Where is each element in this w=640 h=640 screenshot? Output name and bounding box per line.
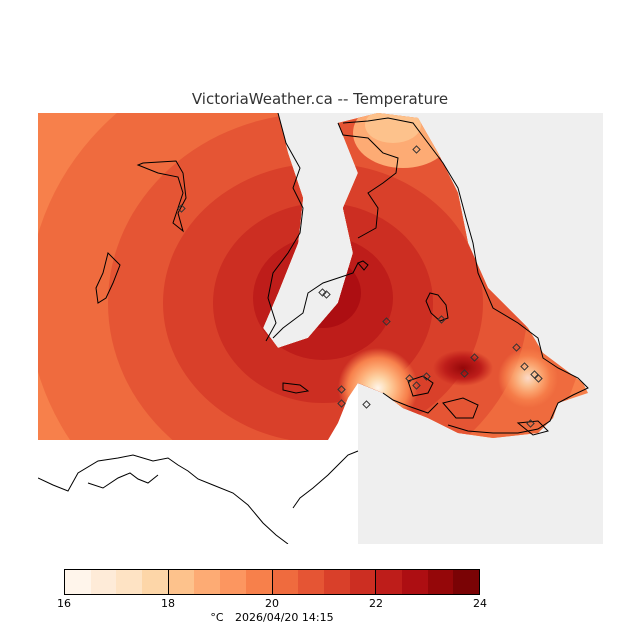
weather-stations (177, 145, 543, 428)
legend-tick-label: 18 (161, 597, 175, 610)
legend-caption: °C 2026/04/20 14:15 (0, 611, 544, 624)
legend-swatch (194, 570, 221, 594)
diamond-icon (526, 419, 535, 428)
legend-swatch (427, 570, 454, 594)
diamond-icon (322, 290, 331, 299)
legend-swatch (220, 570, 246, 594)
legend-swatch (298, 570, 324, 594)
legend-swatch (401, 570, 428, 594)
diamond-icon (422, 372, 431, 381)
coastlines (38, 113, 589, 544)
diamond-icon (470, 353, 479, 362)
diamond-icon (362, 400, 371, 409)
legend-swatch (349, 570, 376, 594)
legend-swatch (375, 570, 402, 594)
diamond-icon (337, 399, 346, 408)
map-title: VictoriaWeather.ca -- Temperature (191, 90, 449, 108)
legend-swatch (65, 570, 91, 594)
color-legend (64, 569, 480, 595)
diamond-icon (512, 343, 521, 352)
legend-swatch (323, 570, 350, 594)
unit-label: °C (210, 611, 224, 624)
diamond-icon (530, 370, 539, 379)
temperature-map[interactable] (38, 113, 603, 544)
legend-swatch (142, 570, 168, 594)
legend-tick-label: 16 (57, 597, 71, 610)
diamond-icon (460, 369, 469, 378)
diamond-icon (520, 362, 529, 371)
timestamp: 2026/04/20 14:15 (235, 611, 334, 624)
legend-tick-label: 24 (473, 597, 487, 610)
diamond-icon (382, 317, 391, 326)
strait-water (38, 383, 358, 544)
diamond-icon (412, 145, 421, 154)
diamond-icon (337, 385, 346, 394)
diamond-icon (177, 204, 186, 213)
legend-swatch (453, 570, 479, 594)
diamond-icon (318, 288, 327, 297)
legend-tick-label: 20 (265, 597, 279, 610)
legend-swatch (116, 570, 143, 594)
diamond-icon (405, 374, 414, 383)
legend-swatch (245, 570, 272, 594)
diamond-icon (412, 381, 421, 390)
legend-swatch (90, 570, 117, 594)
diamond-icon (534, 374, 543, 383)
map-canvas (38, 113, 589, 544)
legend-swatch (167, 570, 195, 594)
legend-tick-label: 22 (369, 597, 383, 610)
diamond-icon (437, 315, 446, 324)
legend-colorbar (64, 569, 480, 595)
legend-swatch (271, 570, 299, 594)
